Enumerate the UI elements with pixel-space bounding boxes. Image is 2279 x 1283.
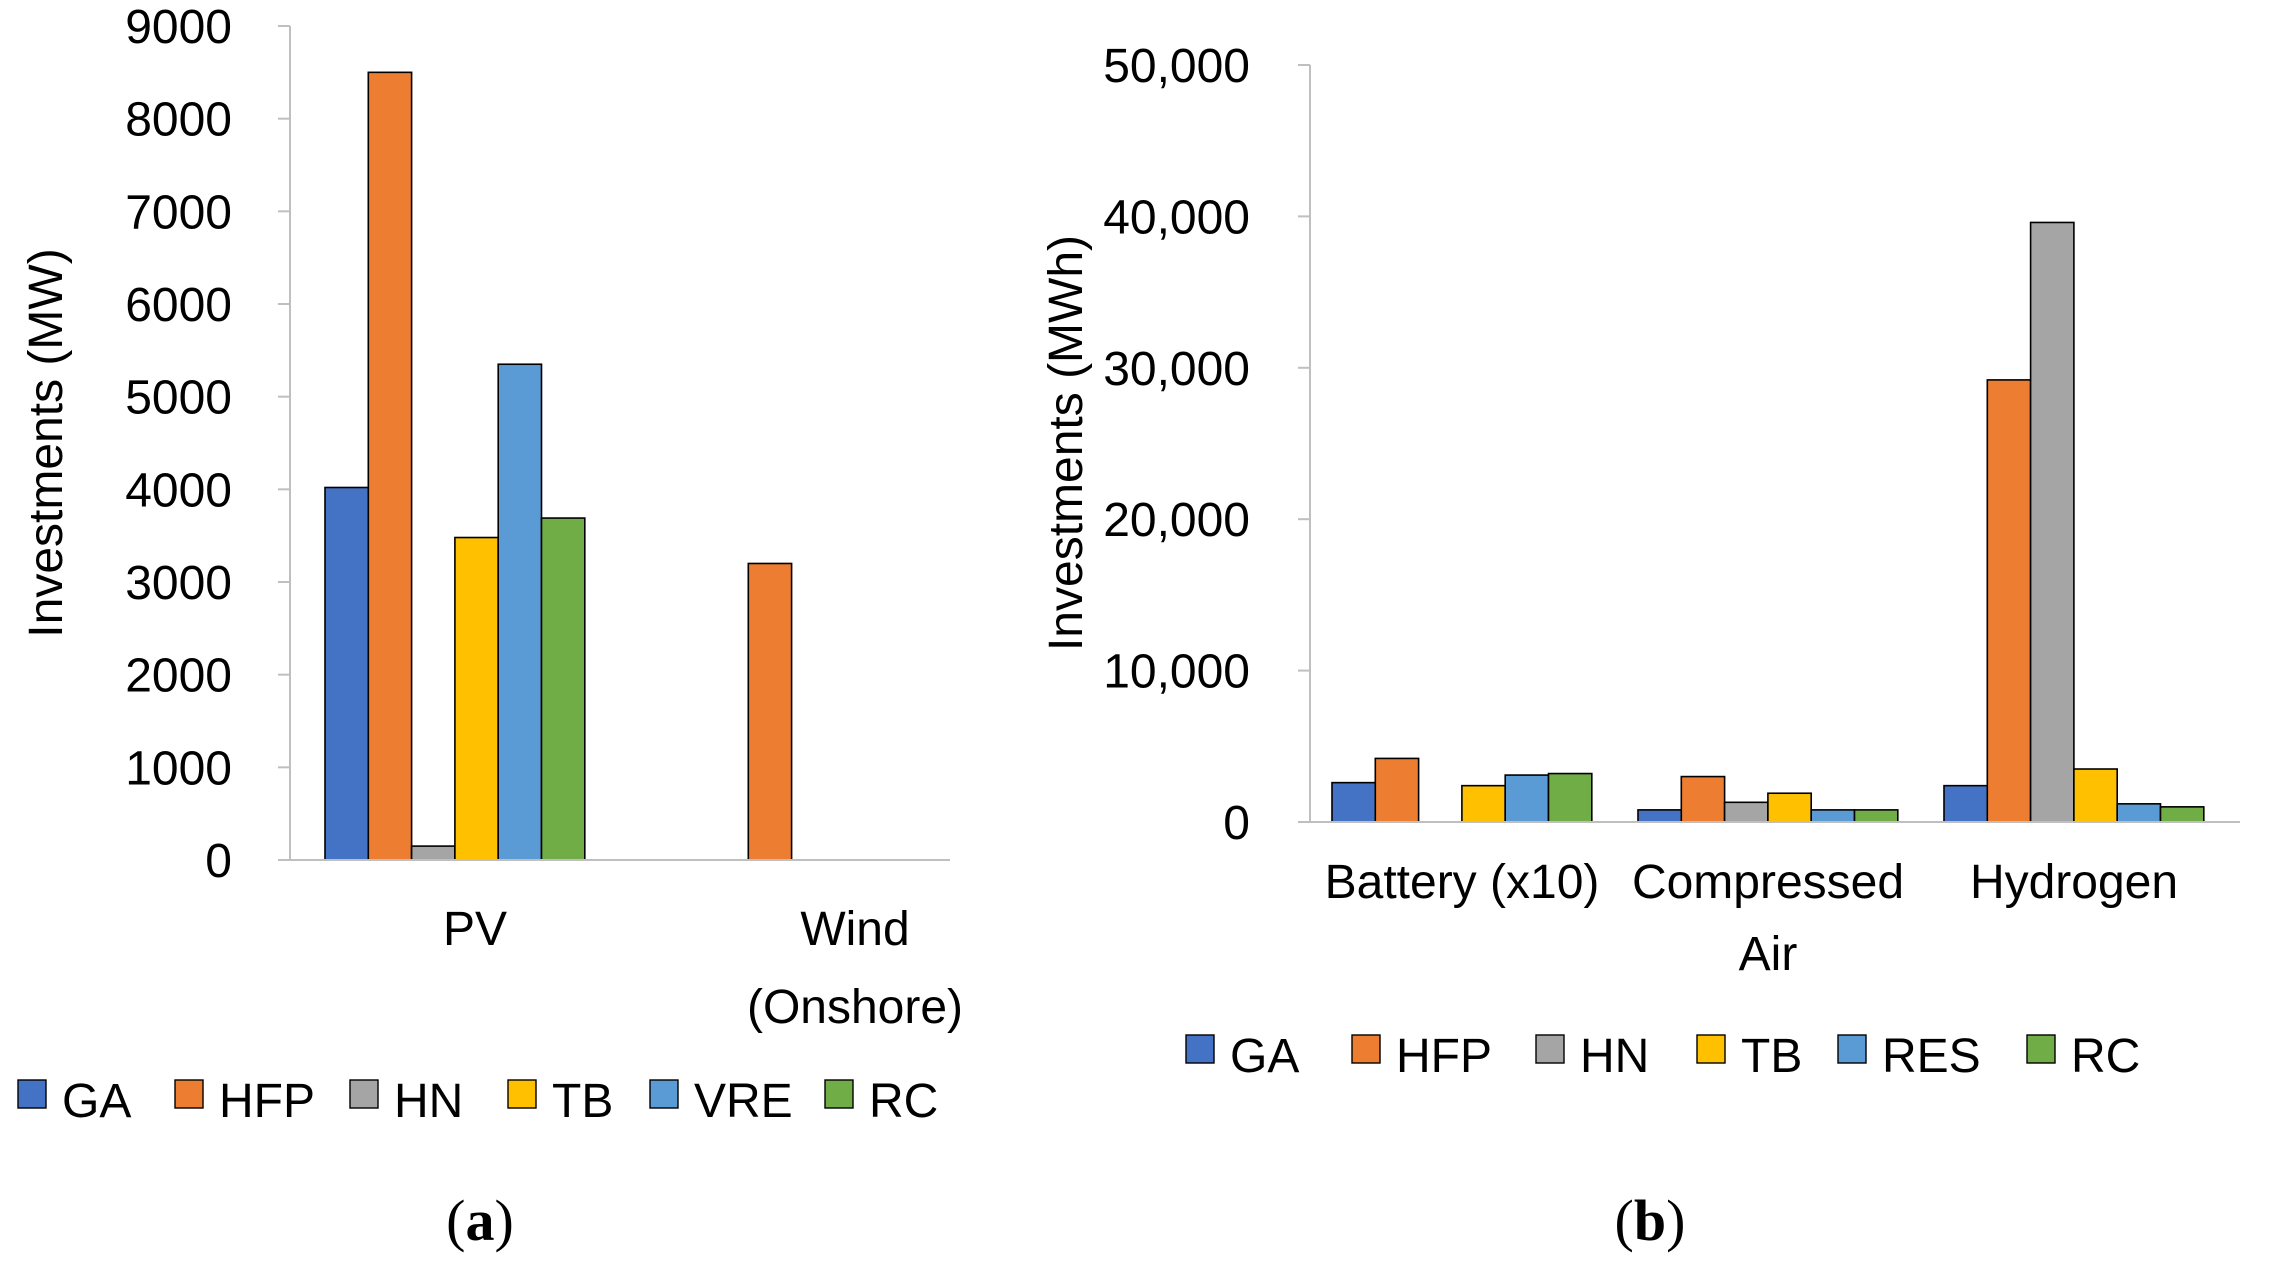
- bar-ga-3: [1943, 784, 1989, 823]
- legend-swatch-tb: [507, 1079, 537, 1109]
- legend-swatch-ga: [1185, 1034, 1215, 1064]
- bar-res-2: [1810, 809, 1856, 823]
- legend-swatch-res: [1837, 1034, 1867, 1064]
- x-category-label: Hydrogen: [1970, 856, 2178, 909]
- y-tick-label: 7000: [125, 186, 232, 239]
- bar-vre-1: [497, 363, 543, 861]
- bar-tb-1: [454, 536, 499, 861]
- bar-hfp-2: [747, 562, 793, 861]
- bar-hfp-2: [1680, 775, 1726, 823]
- legend-swatch-hn: [349, 1079, 379, 1109]
- legend-label-ga: GA: [1230, 1030, 1299, 1083]
- legend-label-hfp: HFP: [1396, 1030, 1492, 1083]
- y-tick-label: 0: [205, 835, 232, 888]
- y-tick-label: 2000: [125, 650, 232, 703]
- bars: [1331, 221, 2205, 823]
- y-tick-label: 6000: [125, 279, 232, 332]
- bar-tb-1: [1461, 784, 1507, 823]
- legend-label-tb: TB: [1741, 1030, 1802, 1083]
- bar-hfp-3: [1986, 379, 2032, 823]
- legend-swatch-rc: [2026, 1034, 2056, 1064]
- chart-panel-a: 0 1000 2000 3000 4000 5000 6000 7000 8000 9000 PV W…: [17, 1, 963, 1253]
- panel-label: (a): [446, 1188, 514, 1253]
- bars: [324, 71, 793, 861]
- bar-hfp-1: [1374, 757, 1420, 823]
- legend-label-hn: HN: [1580, 1030, 1649, 1083]
- legend-label-ga: GA: [62, 1075, 131, 1128]
- legend-label-res: RES: [1882, 1030, 1981, 1083]
- legend-swatch-hfp: [1351, 1034, 1381, 1064]
- x-category-label: Battery (x10): [1325, 856, 1600, 909]
- y-axis-title: Investments (MW): [20, 248, 73, 637]
- bar-hn-3: [2029, 221, 2075, 823]
- bar-ga-1: [1331, 781, 1377, 823]
- legend-label-rc: RC: [869, 1075, 938, 1128]
- x-category-label: Compressed Air: [1632, 856, 1904, 981]
- x-category-label: Wind (Onshore): [747, 903, 963, 1034]
- legend: GA HFP HN TB RES RC: [1185, 1030, 2140, 1083]
- y-tick-label: 5000: [125, 372, 232, 425]
- panel-label: (b): [1615, 1188, 1686, 1253]
- y-tick-label: 50,000: [1103, 40, 1250, 93]
- bar-hn-2: [1723, 801, 1769, 823]
- bar-tb-3: [2073, 768, 2118, 823]
- bar-res-1: [1504, 774, 1550, 823]
- legend-label-tb: TB: [552, 1075, 613, 1128]
- y-tick-label: 20,000: [1103, 494, 1250, 547]
- bar-hfp-1: [367, 71, 413, 861]
- bar-tb-2: [1767, 792, 1813, 823]
- legend-label-vre: VRE: [694, 1075, 793, 1128]
- y-tick-label: 1000: [125, 742, 232, 795]
- legend-label-hn: HN: [394, 1075, 463, 1128]
- bar-rc-2: [1853, 809, 1899, 823]
- chart-panel-b: 0 10,000 20,000 30,000 40,000 50,000 Battery (…: [1040, 40, 2240, 1253]
- y-tick-label: 4000: [125, 464, 232, 517]
- x-category-label: PV: [443, 903, 507, 956]
- legend-swatch-tb: [1696, 1034, 1726, 1064]
- y-tick-label: 8000: [125, 94, 232, 147]
- y-tick-label: 30,000: [1103, 343, 1250, 396]
- bar-rc-1: [1547, 772, 1593, 823]
- y-tick-label: 0: [1223, 797, 1250, 850]
- legend-swatch-rc: [824, 1079, 854, 1109]
- bar-ga-2: [1637, 809, 1683, 823]
- y-tick-label: 3000: [125, 557, 232, 610]
- legend-label-hfp: HFP: [219, 1075, 315, 1128]
- legend-swatch-ga: [17, 1079, 47, 1109]
- bar-rc-1: [540, 517, 586, 861]
- bar-rc-3: [2159, 806, 2205, 823]
- y-tick-label: 40,000: [1103, 191, 1250, 244]
- bar-hn-1: [410, 845, 456, 861]
- y-tick-label: 9000: [125, 1, 232, 54]
- legend-swatch-vre: [649, 1079, 679, 1109]
- bar-ga-1: [324, 486, 370, 861]
- legend-swatch-hfp: [174, 1079, 204, 1109]
- legend: GA HFP HN TB VRE RC: [17, 1075, 938, 1128]
- y-tick-label: 10,000: [1103, 646, 1250, 699]
- legend-label-rc: RC: [2071, 1030, 2140, 1083]
- legend-swatch-hn: [1535, 1034, 1565, 1064]
- y-axis-title: Investments (MWh): [1040, 235, 1093, 651]
- bar-res-3: [2116, 803, 2162, 823]
